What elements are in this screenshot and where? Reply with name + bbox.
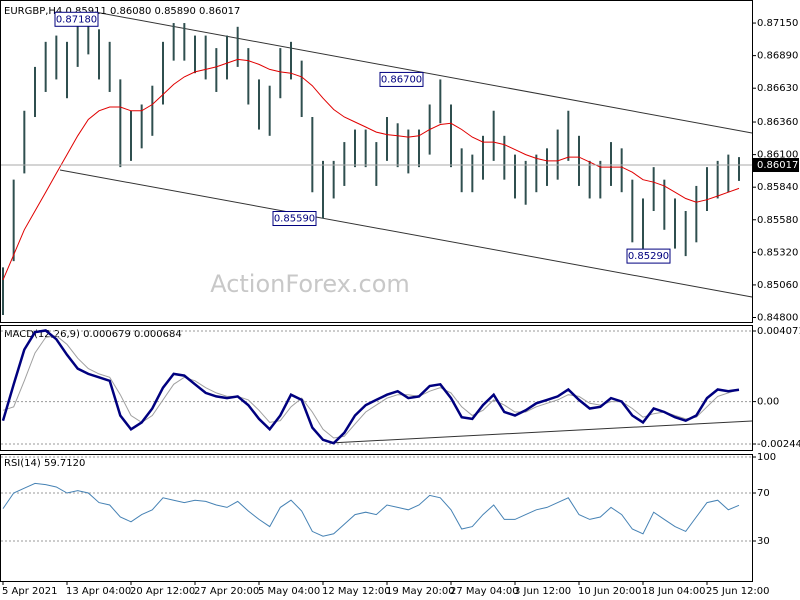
x-tick-label: 5 May 04:00 [258,586,320,597]
rsi-title: RSI(14) 59.7120 [4,458,85,469]
x-tick-label: 25 Jun 12:00 [706,586,770,597]
x-tick-label: 12 May 12:00 [322,586,391,597]
macd-title: MACD(12,26,9) 0.000679 0.000684 [4,329,182,340]
y-tick-label: 0.85060 [757,280,798,291]
y-tick-label: 0.86100 [757,150,798,161]
current-price-label: 0.86017 [757,160,798,171]
annotation-box [54,11,99,27]
y-tick-label: 0.85840 [757,182,798,193]
y-tick-label: 100 [757,452,776,463]
x-tick-label: 5 Apr 2021 [2,586,57,597]
x-tick-label: 13 Apr 04:00 [66,586,131,597]
y-tick-label: 0.86360 [757,117,798,128]
current-price-box [753,158,799,173]
y-tick-label: 0.004071 [757,326,800,337]
annotation-label: 0.85290 [628,251,669,262]
x-tick-label: 3 Jun 12:00 [514,586,571,597]
annotation-box [272,211,317,227]
annotation-label: 0.86700 [381,74,422,85]
x-tick-label: 18 Jun 04:00 [642,586,706,597]
price-title: EURGBP,H4 0.85911 0.86080 0.85890 0.8601… [4,6,240,17]
y-tick-label: 30 [757,536,770,547]
rsi-line [2,482,740,537]
watermark: ActionForex.com [210,270,410,298]
annotation-box [626,248,671,264]
x-tick-label: 10 Jun 20:00 [578,586,642,597]
annotation-box [379,71,424,87]
y-tick-label: 0.00 [757,397,779,408]
moving-average [2,58,740,281]
x-tick-label: 27 May 04:00 [450,586,519,597]
channel-lower [59,169,753,298]
macd-panel [0,325,753,451]
y-tick-label: 0.86890 [757,51,798,62]
y-tick-label: 70 [757,488,770,499]
x-tick-label: 27 Apr 20:00 [194,586,259,597]
annotation-label: 0.87180 [56,14,97,25]
rsi-panel [0,454,753,582]
y-tick-label: 0.86630 [757,83,798,94]
y-tick-label: 0.85580 [757,215,798,226]
y-tick-label: 0.84800 [757,312,798,323]
y-tick-label: -0.002445 [757,439,800,450]
x-tick-label: 20 Apr 12:00 [130,586,195,597]
macd-line [1,329,740,445]
y-tick-label: 0.85320 [757,247,798,258]
macd-trendline [329,420,753,444]
annotation-label: 0.85590 [274,214,315,225]
macd-signal [2,335,740,439]
y-tick-label: 0.87150 [757,18,798,29]
x-tick-label: 19 May 20:00 [386,586,455,597]
